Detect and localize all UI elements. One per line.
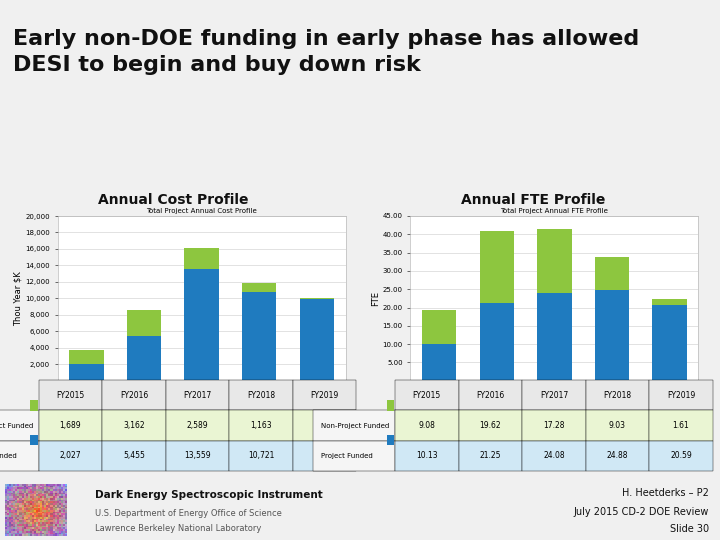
- Bar: [422, 343, 456, 381]
- Bar: [422, 310, 456, 343]
- Text: July 2015 CD-2 DOE Review: July 2015 CD-2 DOE Review: [574, 507, 709, 517]
- Bar: [69, 350, 104, 364]
- Text: Lawrence Berkeley National Laboratory: Lawrence Berkeley National Laboratory: [95, 524, 261, 534]
- Bar: [127, 336, 161, 381]
- Title: Total Project Annual FTE Profile: Total Project Annual FTE Profile: [500, 208, 608, 214]
- Text: U.S. Department of Energy Office of Science: U.S. Department of Energy Office of Scie…: [95, 509, 282, 518]
- Bar: [184, 248, 219, 269]
- Bar: [300, 299, 334, 381]
- Bar: [652, 300, 687, 305]
- Bar: [30, 435, 37, 446]
- Bar: [537, 230, 572, 293]
- Bar: [69, 364, 104, 381]
- Bar: [387, 400, 394, 411]
- Title: Total Project Annual Cost Profile: Total Project Annual Cost Profile: [146, 208, 257, 214]
- Bar: [652, 305, 687, 381]
- Bar: [242, 293, 276, 381]
- Text: Slide 30: Slide 30: [670, 524, 709, 534]
- Text: Annual FTE Profile: Annual FTE Profile: [461, 193, 605, 207]
- Bar: [242, 283, 276, 293]
- Bar: [595, 256, 629, 289]
- Bar: [184, 269, 219, 381]
- Text: Dark Energy Spectroscopic Instrument: Dark Energy Spectroscopic Instrument: [95, 490, 323, 500]
- Text: H. Heetderks – P2: H. Heetderks – P2: [622, 488, 709, 498]
- Y-axis label: FTE: FTE: [371, 291, 379, 306]
- Text: Annual Cost Profile: Annual Cost Profile: [97, 193, 248, 207]
- Bar: [127, 310, 161, 336]
- Bar: [300, 298, 334, 299]
- Bar: [480, 303, 514, 381]
- Bar: [387, 435, 394, 446]
- Bar: [480, 231, 514, 303]
- Bar: [595, 289, 629, 381]
- Text: Early non-DOE funding in early phase has allowed
DESI to begin and buy down risk: Early non-DOE funding in early phase has…: [13, 29, 639, 75]
- Y-axis label: Thou Year $K: Thou Year $K: [14, 271, 22, 326]
- Bar: [30, 400, 37, 411]
- Bar: [537, 293, 572, 381]
